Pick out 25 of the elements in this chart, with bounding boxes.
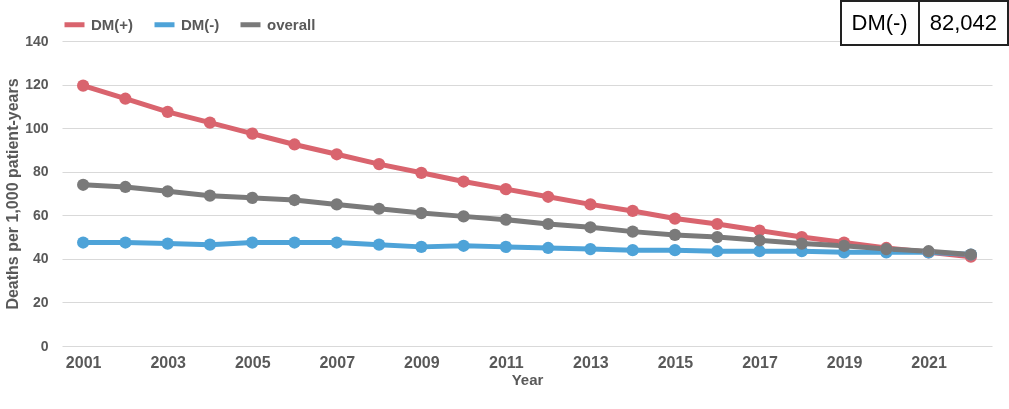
y-tick-label: 20 — [32, 293, 49, 310]
y-tick-label: 60 — [32, 206, 49, 223]
x-tick-label: 2007 — [319, 353, 356, 371]
y-tick-label: 0 — [40, 337, 49, 354]
y-tick-label: 120 — [25, 76, 49, 93]
x-tick-label: 2019 — [826, 353, 863, 371]
x-tick-label: 2021 — [911, 353, 947, 371]
table: DM(-) 82,042 — [839, 0, 1009, 46]
x-tick-label: 2003 — [150, 353, 187, 371]
x-tick-label: 2015 — [657, 353, 694, 371]
legend-label: overall — [267, 15, 316, 33]
x-tick-label: 2005 — [234, 353, 271, 371]
y-tick-label: 140 — [25, 32, 49, 49]
x-tick-label: 2001 — [65, 353, 102, 371]
x-tick-label: 2017 — [742, 353, 778, 371]
x-axis-title: Year — [511, 370, 544, 388]
y-axis-title: Deaths per 1,000 patient-years — [4, 78, 22, 310]
x-tick-label: 2011 — [489, 353, 524, 371]
y-tick-label: 40 — [32, 250, 49, 267]
y-tick-label: 100 — [25, 119, 49, 136]
legend-label: DM(-) — [181, 15, 220, 33]
x-tick-label: 2013 — [573, 353, 609, 371]
y-tick-label: 80 — [32, 163, 49, 180]
x-tick-label: 2009 — [404, 353, 440, 371]
legend-label: DM(+) — [91, 15, 134, 33]
